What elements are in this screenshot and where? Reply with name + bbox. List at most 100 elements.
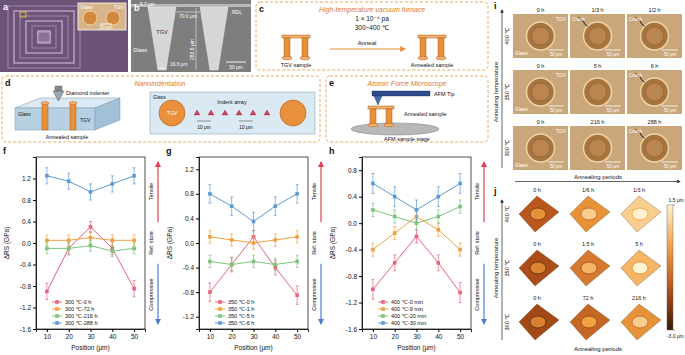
colorbar-tick-label: -3.0 μm: [667, 333, 684, 339]
panel-label: d: [5, 78, 11, 88]
data-point: [45, 247, 49, 251]
x-tick: 50: [294, 329, 302, 340]
error-bar: [393, 226, 396, 239]
y-tick: 1.2: [185, 166, 199, 173]
tensile-arrow: [320, 162, 321, 222]
error-bar: [67, 243, 70, 254]
x-tick-label: 30: [250, 333, 258, 340]
data-point: [252, 241, 256, 245]
tensile-arrow: [157, 162, 158, 222]
legend-label: 300 ℃-288 h: [65, 320, 97, 326]
y-tick-label: 0.4: [185, 215, 194, 222]
afm-map: [570, 304, 610, 340]
afm-tgv: [530, 208, 546, 220]
micrograph: [513, 14, 568, 58]
data-point: [230, 263, 234, 267]
panel-c: cHigh-temperature vacuum furnace1 × 10⁻⁴…: [256, 2, 488, 70]
data-point: [67, 239, 71, 243]
data-point: [45, 174, 49, 178]
tgv-core: [589, 83, 607, 101]
afm-tgv: [632, 262, 648, 274]
data-point: [295, 293, 299, 297]
label: Annealed sample: [404, 111, 447, 117]
chip-ring: [8, 6, 80, 68]
y-axis-line: [359, 158, 363, 330]
y-tick-label: 0.0: [22, 240, 31, 247]
label: 300 ℃: [504, 140, 510, 157]
compressive-arrow: [157, 264, 158, 324]
series-line: [373, 217, 460, 250]
data-point: [393, 195, 397, 199]
data-point: [45, 290, 49, 294]
error-bar: [208, 255, 211, 267]
micrograph: [627, 126, 682, 170]
label: 50 μm: [607, 52, 620, 57]
legend-label: 400 ℃-30 min: [391, 320, 426, 326]
legend-label: 400 ℃-0 min: [391, 299, 423, 305]
label: Atomic Force Microscope: [367, 80, 447, 88]
x-axis: 1020304050: [363, 329, 472, 340]
error-bar: [296, 286, 299, 304]
plot-frame: [199, 157, 308, 329]
x-tick-label: 10: [207, 333, 215, 340]
y-axis-title: ΔRS (GPa): [166, 227, 174, 260]
x-tick: 40: [109, 329, 117, 340]
error-bar: [252, 237, 255, 249]
legend-marker: [381, 321, 385, 325]
error-bar: [459, 243, 462, 256]
label: Annealing periods: [574, 346, 622, 352]
series-line: [373, 236, 460, 292]
y-tick: 0.0: [348, 220, 362, 227]
x-tick-mark: [47, 329, 48, 332]
error-bar: [371, 243, 374, 256]
error-bar: [133, 243, 136, 254]
chip-ring: [38, 31, 50, 43]
label: 300 ℃: [504, 314, 510, 331]
process-arrow: [330, 48, 405, 49]
label: TGV: [556, 128, 567, 134]
data-point: [458, 182, 462, 186]
tgv-core: [589, 27, 607, 45]
tgv-micrograph: [527, 22, 555, 50]
tgv-core: [532, 139, 550, 157]
legend-label: 350 ℃-5 h: [228, 313, 254, 319]
data-point: [67, 179, 71, 183]
label: 0 h: [537, 63, 545, 69]
legend-label: 350 ℃-6 h: [228, 320, 254, 326]
error-bar: [371, 279, 374, 299]
label: AFM Tip: [434, 91, 454, 97]
data-point: [111, 249, 115, 253]
x-tick-mark: [460, 329, 461, 332]
y-tick-label: -1.2: [20, 304, 32, 311]
tgv-pillar: [70, 103, 76, 130]
y-axis: -1.6-1.2-0.8-0.40.00.40.8: [346, 158, 363, 333]
tensile-arrow: [483, 162, 484, 222]
label: 0 h: [537, 119, 545, 125]
data-point: [437, 261, 441, 265]
scale-bar: [605, 162, 621, 163]
x-tick: 50: [457, 329, 465, 340]
x-tick-mark: [395, 329, 396, 332]
y-tick: 0.4: [22, 218, 36, 225]
panel-label: i: [494, 1, 497, 11]
x-tick: 30: [250, 329, 258, 340]
x-tick-mark: [417, 329, 418, 332]
scale-bar: [605, 50, 621, 51]
error-bar: [230, 257, 233, 272]
error-bar: [415, 230, 418, 243]
data-point: [252, 260, 256, 264]
label: TGV: [80, 117, 91, 123]
x-tick-label: 50: [457, 333, 465, 340]
y-tick-label: -0.4: [20, 261, 32, 268]
tgv-cross-section: [200, 7, 228, 70]
y-tick: -0.4: [20, 261, 36, 268]
data-point: [437, 215, 441, 219]
error-bar: [208, 185, 211, 203]
tgv-core: [646, 27, 664, 45]
data-point: [208, 192, 212, 196]
afm-map: [570, 196, 610, 232]
error-bar: [274, 258, 277, 270]
y-tick-mark: [359, 170, 362, 171]
y-tick: 0.4: [348, 193, 362, 200]
legend-marker: [55, 314, 59, 318]
